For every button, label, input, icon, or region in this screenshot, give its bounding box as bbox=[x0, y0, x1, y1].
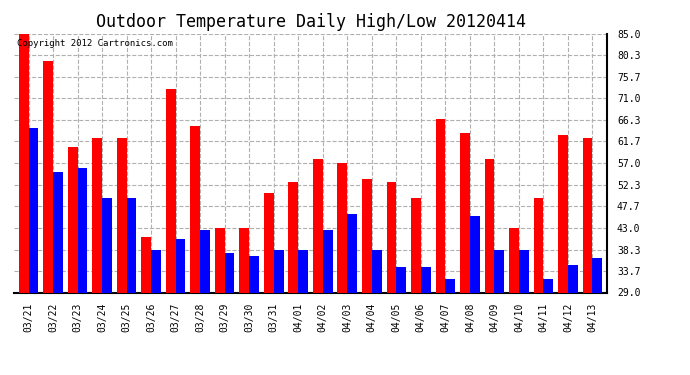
Bar bbox=[126, 198, 137, 292]
Bar bbox=[176, 239, 186, 292]
Bar bbox=[53, 172, 63, 292]
Bar bbox=[43, 62, 53, 292]
Bar bbox=[323, 230, 333, 292]
Bar bbox=[372, 249, 382, 292]
Bar bbox=[151, 249, 161, 292]
Bar bbox=[337, 163, 347, 292]
Bar bbox=[77, 168, 88, 292]
Bar bbox=[239, 228, 249, 292]
Bar bbox=[519, 249, 529, 292]
Bar bbox=[386, 182, 396, 292]
Bar bbox=[347, 214, 357, 292]
Bar bbox=[568, 265, 578, 292]
Bar bbox=[117, 138, 126, 292]
Bar bbox=[28, 129, 39, 292]
Bar bbox=[215, 228, 225, 292]
Bar bbox=[421, 267, 431, 292]
Bar bbox=[411, 198, 421, 292]
Bar bbox=[274, 249, 284, 292]
Bar bbox=[445, 279, 455, 292]
Text: Copyright 2012 Cartronics.com: Copyright 2012 Cartronics.com bbox=[17, 39, 172, 48]
Bar bbox=[19, 34, 28, 292]
Bar bbox=[435, 119, 445, 292]
Bar bbox=[313, 159, 323, 292]
Bar bbox=[593, 258, 602, 292]
Bar bbox=[470, 216, 480, 292]
Bar bbox=[264, 193, 274, 292]
Bar bbox=[298, 249, 308, 292]
Bar bbox=[141, 237, 151, 292]
Bar bbox=[582, 138, 593, 292]
Bar bbox=[92, 138, 102, 292]
Bar bbox=[288, 182, 298, 292]
Bar bbox=[190, 126, 200, 292]
Title: Outdoor Temperature Daily High/Low 20120414: Outdoor Temperature Daily High/Low 20120… bbox=[95, 13, 526, 31]
Bar bbox=[558, 135, 568, 292]
Bar bbox=[509, 228, 519, 292]
Bar bbox=[544, 279, 553, 292]
Bar bbox=[362, 179, 372, 292]
Bar bbox=[533, 198, 544, 292]
Bar bbox=[249, 255, 259, 292]
Bar bbox=[495, 249, 504, 292]
Bar bbox=[225, 253, 235, 292]
Bar bbox=[484, 159, 495, 292]
Bar bbox=[166, 89, 176, 292]
Bar bbox=[200, 230, 210, 292]
Bar bbox=[68, 147, 77, 292]
Bar bbox=[396, 267, 406, 292]
Bar bbox=[102, 198, 112, 292]
Bar bbox=[460, 133, 470, 292]
